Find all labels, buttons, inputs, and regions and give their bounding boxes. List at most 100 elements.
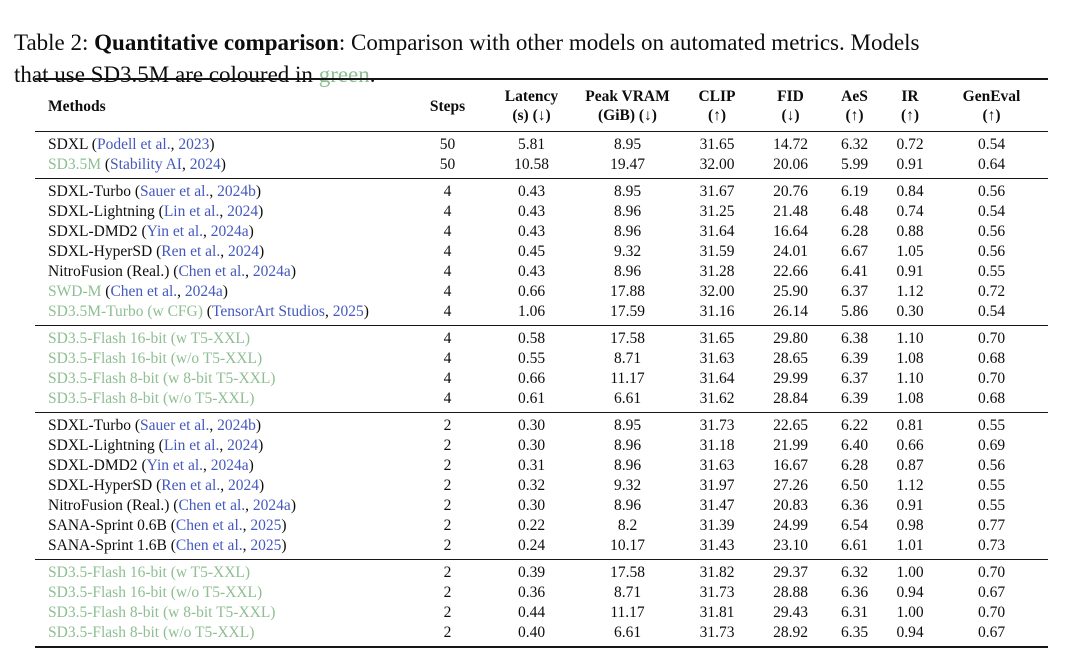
value-cell: 0.56 [977,243,1006,260]
citation-link[interactable]: Stability AI [110,156,182,173]
row-group-5: SD3.5-Flash 16-bit (w T5-XXL) 2 0.39 17.58 3… [35,559,1048,648]
value-cell: 0.72 [896,136,924,153]
value-cell: 0.45 [517,243,546,260]
citation-year-link[interactable]: 2024 [227,437,259,454]
citation-year-link[interactable]: 2024b [217,183,256,200]
value-cell: 0.91 [896,497,924,514]
value-cell: 24.99 [773,517,808,534]
value-cell: 0.61 [517,390,546,407]
citation-comma: , [177,283,185,300]
value-cell: 11.17 [610,604,645,621]
value-cell: 6.48 [840,203,869,220]
value-cell: 31.16 [699,303,735,320]
citation-link[interactable]: Podell et al. [96,136,171,153]
citation-link[interactable]: Chen et al. [178,263,246,280]
citation-year-link[interactable]: 2024 [227,477,259,494]
citation-link[interactable]: Lin et al. [163,437,220,454]
method-cell: SDXL-Turbo (Sauer et al., 2024b) [35,179,410,203]
citation-link[interactable]: Ren et al. [161,477,221,494]
caption-table-number: Table 2: [14,30,95,55]
value-cell: 2 [443,584,452,601]
citation-year-link[interactable]: 2024 [189,156,221,173]
value-cell: 0.91 [896,263,924,280]
citation-paren: ) [255,417,261,434]
value-cell: 4 [443,223,452,240]
citation-link[interactable]: Sauer et al. [140,183,210,200]
value-cell: 6.31 [840,604,869,621]
citation-link[interactable]: Ren et al. [161,243,221,260]
value-cell: 31.81 [699,604,735,621]
citation-year-link[interactable]: 2025 [250,537,282,554]
method-name: SDXL-HyperSD [48,477,153,494]
value-cell: 0.40 [517,624,546,641]
citation-year-link[interactable]: 2024b [217,417,256,434]
value-cell: 10.17 [610,537,645,554]
citation-paren: ) [290,497,296,514]
citation-link[interactable]: Lin et al. [163,203,220,220]
value-cell: 5.86 [840,303,869,320]
value-cell: 4 [443,350,452,367]
value-cell: 17.59 [610,303,645,320]
value-cell: 8.96 [613,263,642,280]
value-cell: 31.73 [699,417,735,434]
citation-link[interactable]: Yin et al. [146,457,204,474]
method-cell: SDXL-DMD2 (Yin et al., 2024a) [35,456,410,476]
value-cell: 6.35 [840,624,869,641]
citation-year-link[interactable]: 2023 [178,136,210,153]
value-cell: 0.81 [896,417,924,434]
citation-link[interactable]: Chen et al. [175,517,243,534]
citation-year-link[interactable]: 2024 [227,243,259,260]
value-cell: 23.10 [773,537,808,554]
value-cell: 6.39 [840,390,869,407]
citation-year-link[interactable]: 2024 [227,203,259,220]
value-cell: 0.43 [517,183,546,200]
citation-year-link[interactable]: 2024a [252,497,291,514]
method-name: SDXL-Lightning [48,437,155,454]
citation-link[interactable]: Chen et al. [110,283,178,300]
value-cell: 8.71 [613,350,642,367]
citation-year-link[interactable]: 2024a [252,263,291,280]
citation-link[interactable]: Sauer et al. [140,417,210,434]
value-cell: 31.65 [699,136,735,153]
header-row: Methods Steps Latency (s) (↓) Peak VRAM (GiB)… [35,79,1048,132]
col-header-geneval: GenEval (↑) [962,88,1021,124]
citation-year-link[interactable]: 2024a [210,457,249,474]
table-row: SDXL-HyperSD (Ren et al., 2024) 2 0.32 9.32… [35,476,1048,496]
value-cell: 0.70 [977,330,1006,347]
value-cell: 28.65 [773,350,808,367]
method-cell: SD3.5-Flash 16-bit (w T5-XXL) [35,560,410,584]
method-name: SD3.5-Flash 8-bit (w/o T5-XXL) [48,390,255,407]
citation-paren: ) [281,537,287,554]
citation-paren: ( [87,136,97,153]
citation-link[interactable]: Yin et al. [146,223,204,240]
value-cell: 0.67 [977,584,1006,601]
citation-link[interactable]: TensorArt Studios [211,303,325,320]
citation-paren: ( [101,283,111,300]
citation-link[interactable]: Chen et al. [175,537,243,554]
col-header-peak-vram: Peak VRAM (GiB) (↓) [585,88,670,124]
table-row: SD3.5-Flash 16-bit (w/o T5-XXL) 4 0.55 8.71… [35,349,1048,369]
citation-paren: ( [130,417,141,434]
value-cell: 1.10 [896,330,924,347]
value-cell: 4 [443,303,452,320]
value-cell: 0.54 [977,203,1006,220]
value-cell: 10.58 [514,156,549,173]
value-cell: 0.94 [896,624,924,641]
table-row: SDXL-Turbo (Sauer et al., 2024b) 4 0.43 8.9… [35,179,1048,203]
citation-year-link[interactable]: 2025 [250,517,282,534]
method-cell: SWD-M (Chen et al., 2024a) [35,282,410,302]
citation-link[interactable]: Chen et al. [178,497,246,514]
value-cell: 28.84 [773,390,808,407]
citation-year-link[interactable]: 2024a [210,223,249,240]
table-row: NitroFusion (Real.) (Chen et al., 2024a)… [35,262,1048,282]
citation-year-link[interactable]: 2024a [184,283,223,300]
table-row: NitroFusion (Real.) (Chen et al., 2024a)… [35,496,1048,516]
value-cell: 0.56 [977,223,1006,240]
value-cell: 26.14 [773,303,808,320]
value-cell: 31.82 [699,564,735,581]
method-name: SD3.5-Flash 16-bit (w T5-XXL) [48,330,251,347]
value-cell: 17.58 [610,564,645,581]
citation-year-link[interactable]: 2025 [332,303,364,320]
citation-paren: ) [255,183,261,200]
value-cell: 0.56 [977,183,1006,200]
